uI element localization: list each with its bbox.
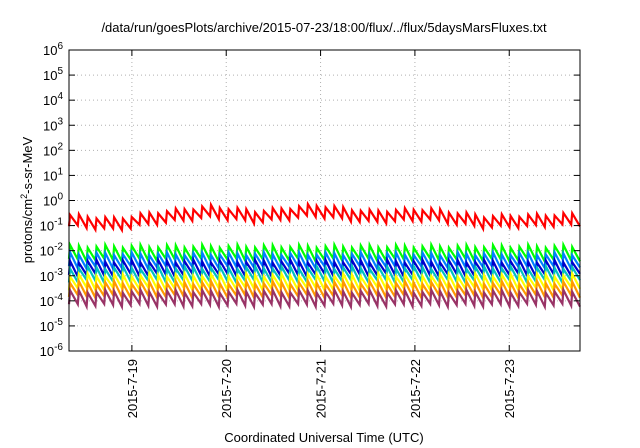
y-tick-label: 101 [43,166,63,183]
y-axis-label-base: protons/cm [20,199,35,263]
y-axis-label: protons/cm2-s-sr-MeV [19,136,35,263]
y-tick-label: 102 [43,141,63,158]
flux-series-line [67,285,581,311]
y-tick-label: 10-3 [40,267,64,284]
plot-frame [68,49,581,352]
y-axis-label-sup: 2 [19,194,29,199]
x-tick-labels: 2015-7-19 2015-7-20 2015-7-21 2015-7-22 2015… [125,359,517,418]
flux-series-line [67,200,581,234]
y-tick-label: 10-5 [40,317,64,334]
y-tick-label: 106 [43,41,63,58]
y-tick-label: 10-1 [40,217,64,234]
y-tick-label: 105 [43,66,63,83]
x-tick-label: 2015-7-19 [125,359,140,418]
x-axis-label: Coordinated Universal Time (UTC) [224,430,423,445]
y-tick-labels: 10-6 10-5 10-4 10-3 10-2 10-1 100 101 102 103 104 1… [40,41,64,359]
axis-ticks [69,49,580,352]
y-tick-label: 104 [43,91,63,108]
data-series [67,200,581,311]
y-tick-label: 10-2 [40,242,64,259]
y-axis-label-rest: -s-sr-MeV [20,136,35,193]
chart-title: /data/run/goesPlots/archive/2015-07-23/1… [101,20,547,35]
y-tick-label: 100 [43,192,63,209]
x-tick-label: 2015-7-20 [219,359,234,418]
y-tick-label: 103 [43,116,63,133]
y-tick-label: 10-6 [40,342,64,359]
x-tick-label: 2015-7-23 [502,359,517,418]
y-tick-label: 10-4 [40,292,64,309]
x-tick-label: 2015-7-21 [314,359,329,418]
x-tick-label: 2015-7-22 [408,359,423,418]
